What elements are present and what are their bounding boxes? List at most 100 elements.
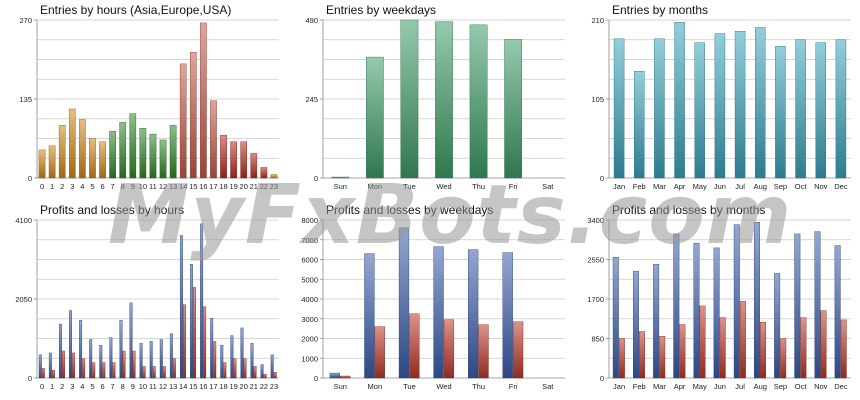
bar-series-2 bbox=[122, 350, 126, 379]
bar-series-2 bbox=[132, 350, 136, 379]
y-tick-label: 2000 bbox=[301, 335, 318, 344]
bar bbox=[220, 135, 227, 179]
x-tick-label: Jun bbox=[714, 382, 726, 391]
x-tick-label: 15 bbox=[189, 382, 197, 391]
x-tick-label: Apr bbox=[674, 182, 686, 191]
y-tick-label: 0 bbox=[600, 374, 604, 383]
y-tick-label: 0 bbox=[314, 174, 318, 183]
bar-series-1 bbox=[693, 243, 700, 379]
x-tick-label: 7 bbox=[111, 182, 115, 191]
bar-series-2 bbox=[72, 352, 76, 379]
chart-title: Profits and losses by weekdays bbox=[326, 203, 493, 217]
bar bbox=[200, 22, 207, 179]
bar bbox=[634, 70, 645, 179]
bar-series-1 bbox=[38, 354, 42, 379]
chart-title: Entries by months bbox=[612, 3, 708, 17]
bar bbox=[129, 113, 137, 179]
x-tick-label: 9 bbox=[131, 382, 135, 391]
bar bbox=[674, 22, 685, 179]
x-tick-label: Apr bbox=[674, 382, 686, 391]
x-tick-label: 1 bbox=[50, 182, 54, 191]
y-tick-label: 0 bbox=[28, 374, 32, 383]
bar-series-1 bbox=[69, 310, 72, 379]
bar-series-2 bbox=[203, 306, 207, 379]
bar-series-1 bbox=[109, 337, 113, 379]
bar-series-1 bbox=[433, 246, 444, 379]
bar-series-2 bbox=[273, 372, 277, 379]
x-tick-label: 22 bbox=[260, 382, 268, 391]
bar bbox=[714, 33, 726, 179]
bar-series-1 bbox=[398, 227, 410, 379]
bar-series-2 bbox=[243, 358, 247, 379]
bar bbox=[179, 63, 187, 179]
bar-series-2 bbox=[443, 319, 455, 379]
bar bbox=[366, 56, 384, 179]
y-tick-label: 8000 bbox=[301, 216, 318, 225]
bar bbox=[775, 46, 786, 179]
y-tick-label: 210 bbox=[591, 16, 604, 25]
y-tick-label: 3400 bbox=[587, 216, 604, 225]
chart-title: Entries by weekdays bbox=[326, 3, 436, 17]
x-tick-label: 0 bbox=[40, 382, 44, 391]
bar bbox=[48, 145, 56, 179]
x-tick-label: 6 bbox=[100, 182, 104, 191]
bar-series-2 bbox=[699, 305, 706, 379]
bar bbox=[504, 39, 522, 179]
bar-series-2 bbox=[183, 304, 186, 379]
bar bbox=[189, 51, 197, 179]
chart-svg: Entries by hours (Asia,Europe,USA)013527… bbox=[19, 3, 279, 191]
bar bbox=[79, 119, 86, 179]
bar-series-1 bbox=[502, 252, 513, 379]
bar-series-1 bbox=[270, 354, 274, 379]
x-tick-label: Jan bbox=[613, 382, 625, 391]
x-tick-label: Thu bbox=[472, 382, 485, 391]
x-tick-label: 8 bbox=[121, 382, 125, 391]
y-tick-label: 245 bbox=[305, 95, 318, 104]
x-tick-label: Sep bbox=[774, 182, 787, 191]
bar-series-1 bbox=[79, 319, 83, 379]
bar-series-2 bbox=[112, 362, 116, 379]
bar-series-2 bbox=[820, 310, 827, 379]
bar bbox=[260, 167, 268, 179]
bar-series-1 bbox=[119, 319, 123, 379]
x-tick-label: 9 bbox=[131, 182, 135, 191]
bar-series-2 bbox=[340, 375, 351, 379]
x-tick-label: Aug bbox=[754, 382, 767, 391]
x-tick-label: Wed bbox=[436, 182, 451, 191]
x-tick-label: 11 bbox=[149, 382, 157, 391]
bar-series-1 bbox=[129, 302, 133, 379]
x-tick-label: Sun bbox=[334, 182, 347, 191]
bar-series-1 bbox=[200, 223, 204, 379]
x-tick-label: Sat bbox=[542, 182, 554, 191]
bar-series-1 bbox=[230, 335, 234, 379]
bar bbox=[654, 38, 665, 179]
bar-series-2 bbox=[478, 324, 489, 379]
x-tick-label: Mar bbox=[653, 382, 666, 391]
bar-series-1 bbox=[733, 224, 740, 379]
x-tick-label: 5 bbox=[90, 182, 94, 191]
x-tick-label: Mar bbox=[653, 182, 666, 191]
bar-series-2 bbox=[659, 335, 666, 379]
bar bbox=[435, 21, 453, 179]
x-tick-label: 12 bbox=[159, 182, 167, 191]
bar-series-2 bbox=[92, 362, 96, 379]
bar bbox=[68, 108, 76, 179]
x-tick-label: Jul bbox=[735, 182, 745, 191]
bar bbox=[99, 141, 106, 179]
x-tick-label: Mon bbox=[368, 182, 383, 191]
x-tick-label: 16 bbox=[199, 182, 207, 191]
bar-series-1 bbox=[89, 339, 93, 379]
bar-series-2 bbox=[679, 324, 686, 379]
x-tick-label: Nov bbox=[814, 182, 828, 191]
bar-series-2 bbox=[233, 358, 237, 379]
bar bbox=[400, 19, 419, 179]
y-tick-label: 2050 bbox=[15, 295, 32, 304]
x-tick-label: 4 bbox=[80, 182, 84, 191]
chart-title: Profits and losses by hours bbox=[40, 203, 184, 217]
bar-series-2 bbox=[162, 366, 166, 379]
x-tick-label: Oct bbox=[795, 382, 808, 391]
x-tick-label: 2 bbox=[60, 382, 64, 391]
bar-series-1 bbox=[834, 245, 841, 379]
y-tick-label: 7000 bbox=[301, 236, 318, 245]
